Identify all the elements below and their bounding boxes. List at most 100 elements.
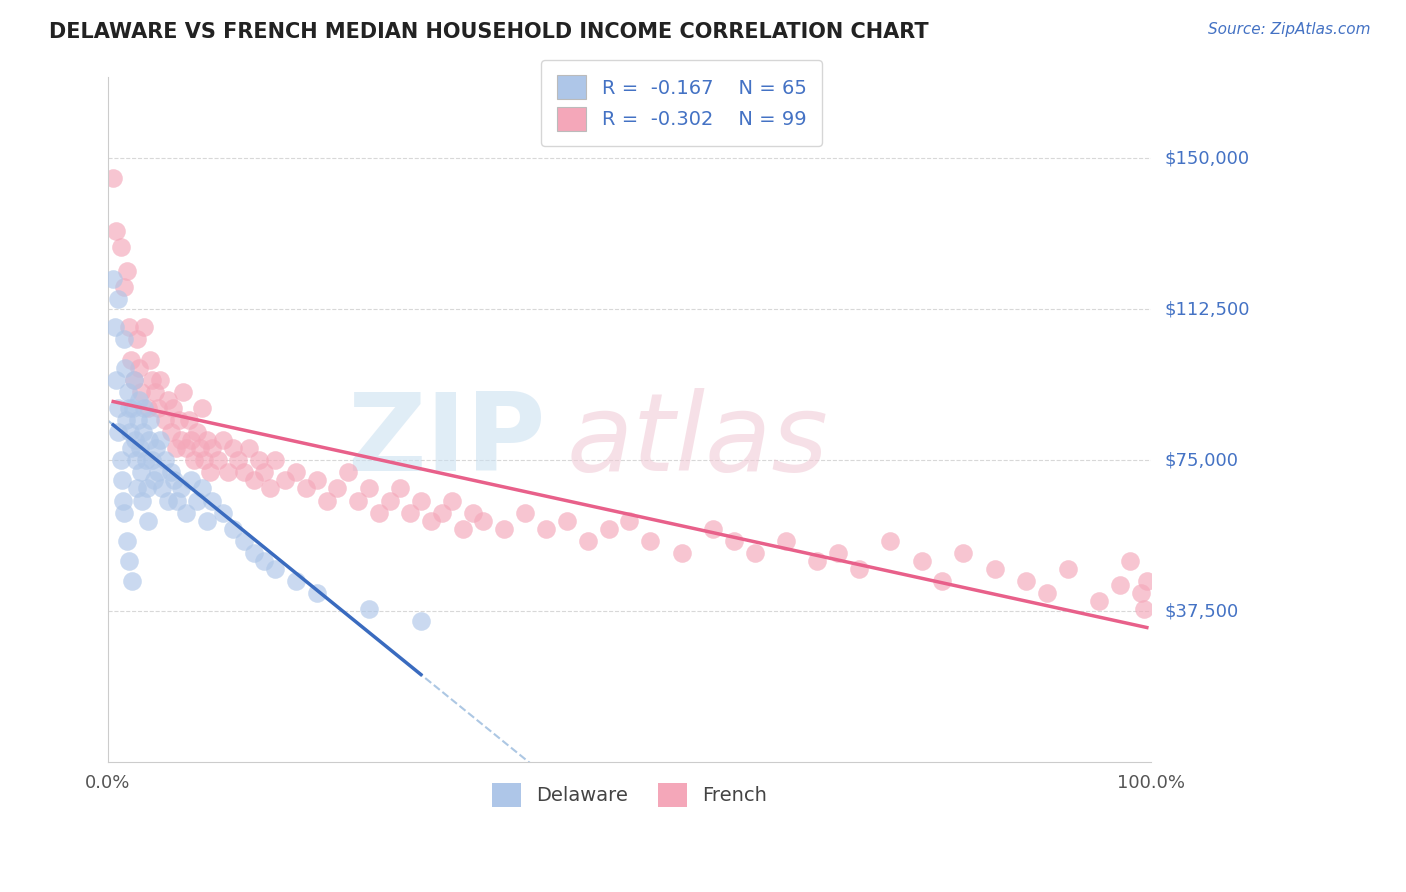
Point [211,433,233,447]
Point [118,425,141,439]
Point [326,482,349,496]
Point [174,506,197,520]
Point [188,441,211,455]
Point [243,474,266,488]
Text: ZIP: ZIP [347,387,546,493]
Point [931,574,953,588]
Point [430,506,453,520]
Point [201,493,224,508]
Point [129,441,152,455]
Point [134,320,156,334]
Point [141,453,163,467]
Point [357,482,380,496]
Point [494,522,516,536]
Point [120,352,142,367]
Point [702,522,724,536]
Point [110,240,132,254]
Point [409,493,432,508]
Point [127,482,149,496]
Point [136,514,159,528]
Text: Source: ZipAtlas.com: Source: ZipAtlas.com [1208,22,1371,37]
Point [775,533,797,548]
Point [910,554,932,568]
Point [534,522,557,536]
Point [103,171,125,186]
Text: $112,500: $112,500 [1166,300,1250,318]
Point [253,466,276,480]
Point [136,401,159,415]
Point [183,453,205,467]
Point [211,506,233,520]
Point [389,482,412,496]
Point [117,384,139,399]
Point [357,602,380,616]
Point [1056,562,1078,576]
Point [146,401,169,415]
Point [135,453,157,467]
Point [1015,574,1038,588]
Point [848,562,870,576]
Point [122,373,145,387]
Point [165,441,187,455]
Point [127,332,149,346]
Point [107,292,129,306]
Point [368,506,391,520]
Point [110,453,132,467]
Point [131,466,153,480]
Point [1129,586,1152,600]
Point [170,433,193,447]
Text: atlas: atlas [567,388,828,493]
Point [132,425,155,439]
Point [983,562,1005,576]
Point [1132,602,1154,616]
Point [162,401,184,415]
Point [166,493,188,508]
Point [515,506,537,520]
Text: $75,000: $75,000 [1166,451,1239,469]
Point [142,474,165,488]
Point [149,433,172,447]
Text: $150,000: $150,000 [1166,149,1250,167]
Point [247,453,270,467]
Point [179,413,201,427]
Point [170,482,193,496]
Point [120,441,142,455]
Point [157,392,180,407]
Point [243,546,266,560]
Point [1119,554,1142,568]
Point [103,272,125,286]
Point [222,441,245,455]
Text: $37,500: $37,500 [1166,602,1239,620]
Point [305,586,328,600]
Point [619,514,641,528]
Point [167,413,190,427]
Point [128,392,150,407]
Point [180,433,202,447]
Point [461,506,484,520]
Point [159,425,181,439]
Point [451,522,474,536]
Point [163,474,186,488]
Point [107,425,129,439]
Point [316,493,339,508]
Point [399,506,422,520]
Point [228,453,250,467]
Point [172,384,194,399]
Point [124,433,146,447]
Point [141,373,163,387]
Point [347,493,370,508]
Point [105,373,128,387]
Point [150,482,173,496]
Point [114,413,136,427]
Point [104,320,127,334]
Point [195,433,218,447]
Point [121,574,143,588]
Point [112,280,135,294]
Point [155,413,177,427]
Point [274,474,297,488]
Point [1035,586,1057,600]
Point [186,493,208,508]
Point [305,474,328,488]
Point [122,401,145,415]
Point [1088,594,1111,608]
